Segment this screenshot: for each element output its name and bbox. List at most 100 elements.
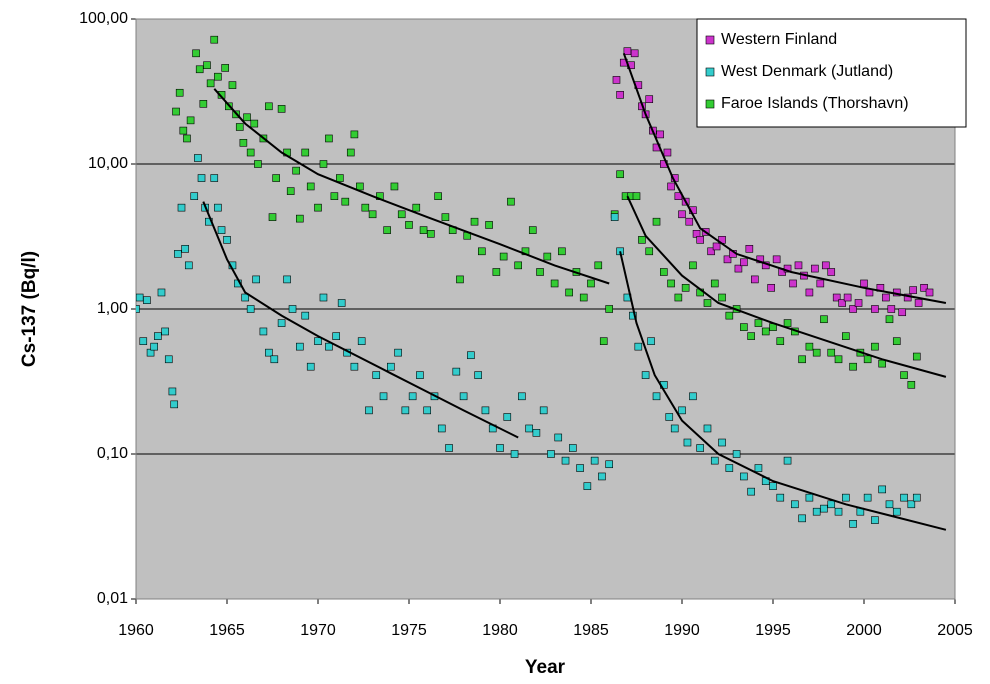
marker [295, 214, 304, 223]
marker [474, 371, 482, 379]
marker [632, 192, 641, 200]
marker [467, 351, 475, 360]
marker [885, 315, 894, 324]
marker [641, 371, 650, 379]
marker [843, 293, 852, 302]
marker [336, 174, 344, 182]
marker [496, 444, 504, 452]
trendline [622, 52, 947, 304]
marker [838, 299, 846, 307]
marker [594, 261, 603, 270]
marker [203, 61, 211, 70]
marker [816, 279, 825, 288]
marker [583, 482, 592, 490]
marker [550, 279, 559, 288]
marker [841, 332, 850, 340]
marker [532, 429, 541, 437]
marker [277, 319, 286, 327]
marker [214, 72, 222, 81]
marker [154, 332, 162, 340]
marker [136, 305, 140, 313]
legend-marker [705, 99, 715, 109]
marker [383, 226, 391, 234]
marker [827, 500, 836, 509]
marker [878, 485, 887, 494]
marker [386, 362, 395, 371]
marker [821, 261, 830, 270]
x-axis-title: Year [525, 657, 566, 678]
marker [863, 355, 872, 364]
marker [445, 444, 453, 452]
marker [507, 197, 515, 206]
marker [543, 252, 552, 261]
marker [259, 327, 268, 336]
marker [630, 49, 639, 58]
marker [920, 284, 928, 292]
marker [860, 279, 868, 288]
legend-label: West Denmark (Jutland) [721, 63, 893, 80]
marker [616, 170, 624, 179]
marker [210, 35, 219, 44]
marker [314, 203, 322, 212]
marker [656, 130, 664, 139]
marker [301, 311, 310, 320]
marker [361, 203, 370, 212]
marker [350, 362, 359, 371]
marker [183, 134, 191, 143]
marker [599, 337, 608, 345]
marker [172, 107, 180, 116]
marker [832, 293, 841, 302]
marker [783, 319, 792, 327]
marker [750, 275, 759, 284]
marker [834, 507, 843, 516]
marker [783, 456, 792, 465]
marker [892, 507, 901, 516]
marker [812, 507, 821, 516]
marker [210, 174, 219, 182]
marker [423, 406, 432, 415]
marker [408, 392, 417, 401]
x-tick-label: 1975 [391, 622, 427, 639]
marker [907, 500, 916, 509]
marker [900, 493, 908, 502]
marker [590, 456, 599, 465]
marker [798, 355, 806, 364]
marker [791, 500, 799, 509]
marker [638, 236, 646, 244]
marker [228, 81, 237, 89]
marker [168, 387, 177, 396]
marker [689, 261, 697, 270]
marker [456, 275, 464, 284]
marker [885, 500, 894, 509]
marker [437, 424, 446, 433]
x-tick-label: 2005 [937, 622, 973, 639]
marker [286, 187, 295, 195]
marker [157, 288, 166, 297]
marker [246, 305, 255, 313]
marker [401, 406, 410, 415]
marker [667, 182, 675, 191]
marker [871, 305, 879, 313]
marker [194, 154, 202, 162]
marker [314, 337, 322, 345]
marker [740, 323, 748, 331]
marker [718, 438, 726, 447]
marker [272, 174, 280, 182]
marker [306, 362, 315, 371]
marker [161, 327, 169, 336]
marker [756, 255, 765, 264]
data-layer [136, 35, 947, 531]
marker [634, 342, 643, 351]
marker [647, 337, 655, 345]
marker [925, 288, 934, 297]
marker [685, 217, 694, 226]
marker [288, 305, 297, 313]
marker [616, 91, 624, 99]
marker [217, 226, 226, 234]
y-axis-title: Cs-137 (Bq/l) [19, 251, 40, 367]
marker [470, 217, 479, 226]
marker [221, 64, 229, 72]
marker [223, 236, 231, 244]
marker [434, 192, 442, 200]
marker [499, 252, 508, 261]
